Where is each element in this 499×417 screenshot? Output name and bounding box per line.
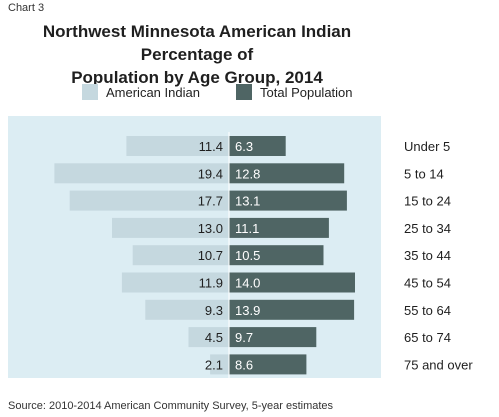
data-label-total-population: 6.3 [235, 139, 253, 154]
data-label-total-population: 14.0 [235, 276, 260, 291]
data-label-total-population: 13.1 [235, 194, 260, 209]
chart-title: Northwest Minnesota American Indian Perc… [0, 20, 394, 89]
data-label-american-indian: 13.0 [198, 221, 223, 236]
category-label: 15 to 24 [404, 194, 451, 209]
data-label-total-population: 11.1 [235, 221, 259, 236]
data-label-total-population: 9.7 [235, 330, 253, 345]
legend-swatch-total-population [236, 84, 252, 100]
category-label: 45 to 54 [404, 276, 451, 291]
data-label-american-indian: 4.5 [205, 330, 223, 345]
chart-number: Chart 3 [8, 2, 45, 14]
data-label-total-population: 12.8 [235, 166, 260, 181]
category-label: 75 and over [404, 357, 473, 372]
data-label-american-indian: 2.1 [205, 357, 223, 372]
legend-label-american-indian: American Indian [106, 85, 200, 100]
bar-american-indian [54, 163, 230, 184]
data-label-american-indian: 17.7 [198, 194, 223, 209]
data-label-american-indian: 11.4 [199, 139, 223, 154]
bar-total-population [229, 217, 329, 238]
category-label: 35 to 44 [404, 248, 451, 263]
data-label-total-population: 8.6 [235, 357, 253, 372]
legend-swatch-american-indian [82, 84, 98, 100]
category-label: 5 to 14 [404, 166, 444, 181]
bar-american-indian [112, 217, 229, 238]
category-label: 55 to 64 [404, 303, 451, 318]
legend-label-total-population: Total Population [260, 85, 353, 100]
data-label-american-indian: 10.7 [198, 248, 223, 263]
source-note: Source: 2010-2014 American Community Sur… [8, 400, 334, 412]
bar-american-indian [188, 327, 229, 348]
bar-total-population [229, 299, 355, 320]
bar-total-population [229, 136, 286, 156]
bar-american-indian [210, 354, 229, 375]
data-label-american-indian: 11.9 [199, 276, 223, 291]
bar-american-indian [69, 190, 229, 211]
bar-total-population [229, 327, 317, 348]
bar-american-indian [132, 245, 229, 266]
bar-american-indian [126, 136, 229, 156]
data-label-total-population: 10.5 [235, 248, 260, 263]
chart-title-line1: Northwest Minnesota American Indian Perc… [42, 22, 352, 64]
data-label-american-indian: 9.3 [205, 303, 223, 318]
category-label: Under 5 [404, 139, 450, 154]
chart-title-line2: Population by Age Group, 2014 [71, 68, 323, 87]
category-label: 65 to 74 [404, 330, 451, 345]
bar-american-indian [145, 299, 229, 320]
bar-total-population [229, 190, 347, 211]
bar-total-population [229, 354, 307, 375]
bar-total-population [229, 272, 355, 293]
data-label-american-indian: 19.4 [198, 166, 223, 181]
bar-total-population [229, 245, 324, 266]
bar-total-population [229, 163, 345, 184]
category-label: 25 to 34 [404, 221, 451, 236]
data-label-total-population: 13.9 [235, 303, 260, 318]
bar-american-indian [121, 272, 229, 293]
